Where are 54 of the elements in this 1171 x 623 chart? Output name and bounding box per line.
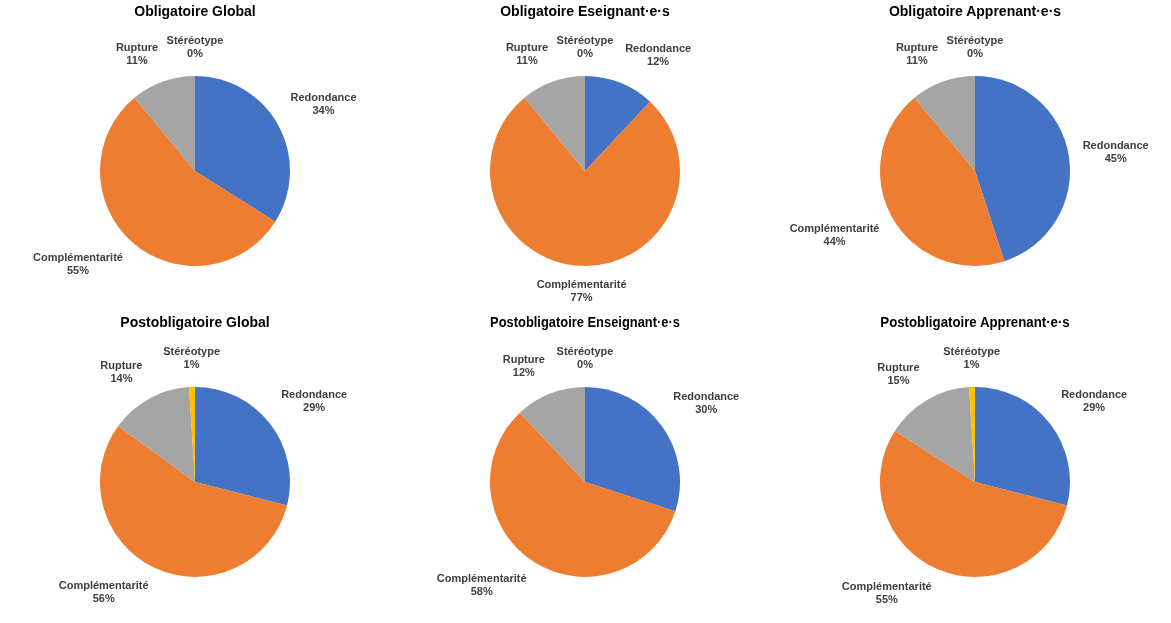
slice-label: Complémentarité bbox=[536, 278, 627, 291]
data-label: 45% bbox=[1104, 152, 1127, 165]
slice-label: Redondance bbox=[1082, 139, 1149, 152]
chart-title: Postobligatoire Enseignant·e·s bbox=[490, 314, 680, 331]
data-label: 56% bbox=[92, 592, 115, 605]
slice-label: Rupture bbox=[895, 40, 939, 53]
data-label: 12% bbox=[647, 55, 670, 68]
slice-label: Rupture bbox=[115, 40, 159, 53]
data-label: 1% bbox=[963, 358, 980, 371]
data-label: 44% bbox=[823, 234, 846, 247]
category-label: Stéréotype bbox=[946, 34, 1004, 47]
data-label: 1% bbox=[183, 358, 200, 371]
text: 0% bbox=[577, 358, 593, 371]
slice-label: Complémentarité bbox=[436, 572, 527, 585]
slice-label: Redondance bbox=[1061, 387, 1128, 400]
data-label: 58% bbox=[470, 585, 493, 598]
data-label: 77% bbox=[570, 291, 593, 304]
chart-title: Obligatoire Eseignant·e·s bbox=[500, 3, 670, 20]
data-label: 11% bbox=[126, 53, 148, 66]
data-label: 29% bbox=[1083, 400, 1106, 413]
data-label: 14% bbox=[110, 371, 133, 384]
category-label: Stéréotype bbox=[556, 34, 614, 47]
slice-label: Stéréotype bbox=[163, 345, 221, 358]
data-label: 30% bbox=[695, 403, 718, 416]
chart-title: Obligatoire Apprenant·e·s bbox=[888, 3, 1062, 20]
slice-label: Rupture bbox=[877, 360, 920, 373]
text: 0% bbox=[967, 47, 983, 60]
slice-label: Stéréotype bbox=[943, 345, 1001, 358]
data-label: 29% bbox=[303, 400, 326, 413]
slice-label: Complémentarité bbox=[33, 251, 123, 264]
chart-title: Postobligatoire Global bbox=[120, 314, 270, 331]
text: 0% bbox=[577, 47, 593, 60]
slice-label: Complémentarité bbox=[58, 579, 149, 592]
slice-label: Complémentarité bbox=[789, 221, 880, 234]
data-label: 55% bbox=[66, 264, 90, 277]
data-label: 34% bbox=[312, 103, 335, 116]
category-label: Stéréotype bbox=[556, 345, 614, 358]
data-label: 11% bbox=[906, 53, 928, 66]
data-label: 11% bbox=[516, 53, 538, 66]
data-label: 55% bbox=[875, 593, 898, 606]
slice-label: Complémentarité bbox=[841, 580, 932, 593]
slice-label: Rupture bbox=[502, 353, 545, 366]
data-label: 12% bbox=[512, 366, 536, 379]
category-label: Stéréotype bbox=[166, 34, 224, 47]
slice-label: Redondance bbox=[281, 387, 348, 400]
chart-title: Obligatoire Global bbox=[134, 3, 256, 20]
slice-label: Rupture bbox=[100, 358, 143, 371]
slice-label: Rupture bbox=[505, 40, 549, 53]
slice-label: Redondance bbox=[673, 390, 740, 403]
data-label: 15% bbox=[887, 373, 910, 386]
chart-title: Postobligatoire Apprenant·e·s bbox=[880, 314, 1071, 331]
slice-label: Redondance bbox=[625, 42, 692, 55]
text: 0% bbox=[187, 47, 203, 60]
slice-label: Redondance bbox=[290, 90, 357, 103]
